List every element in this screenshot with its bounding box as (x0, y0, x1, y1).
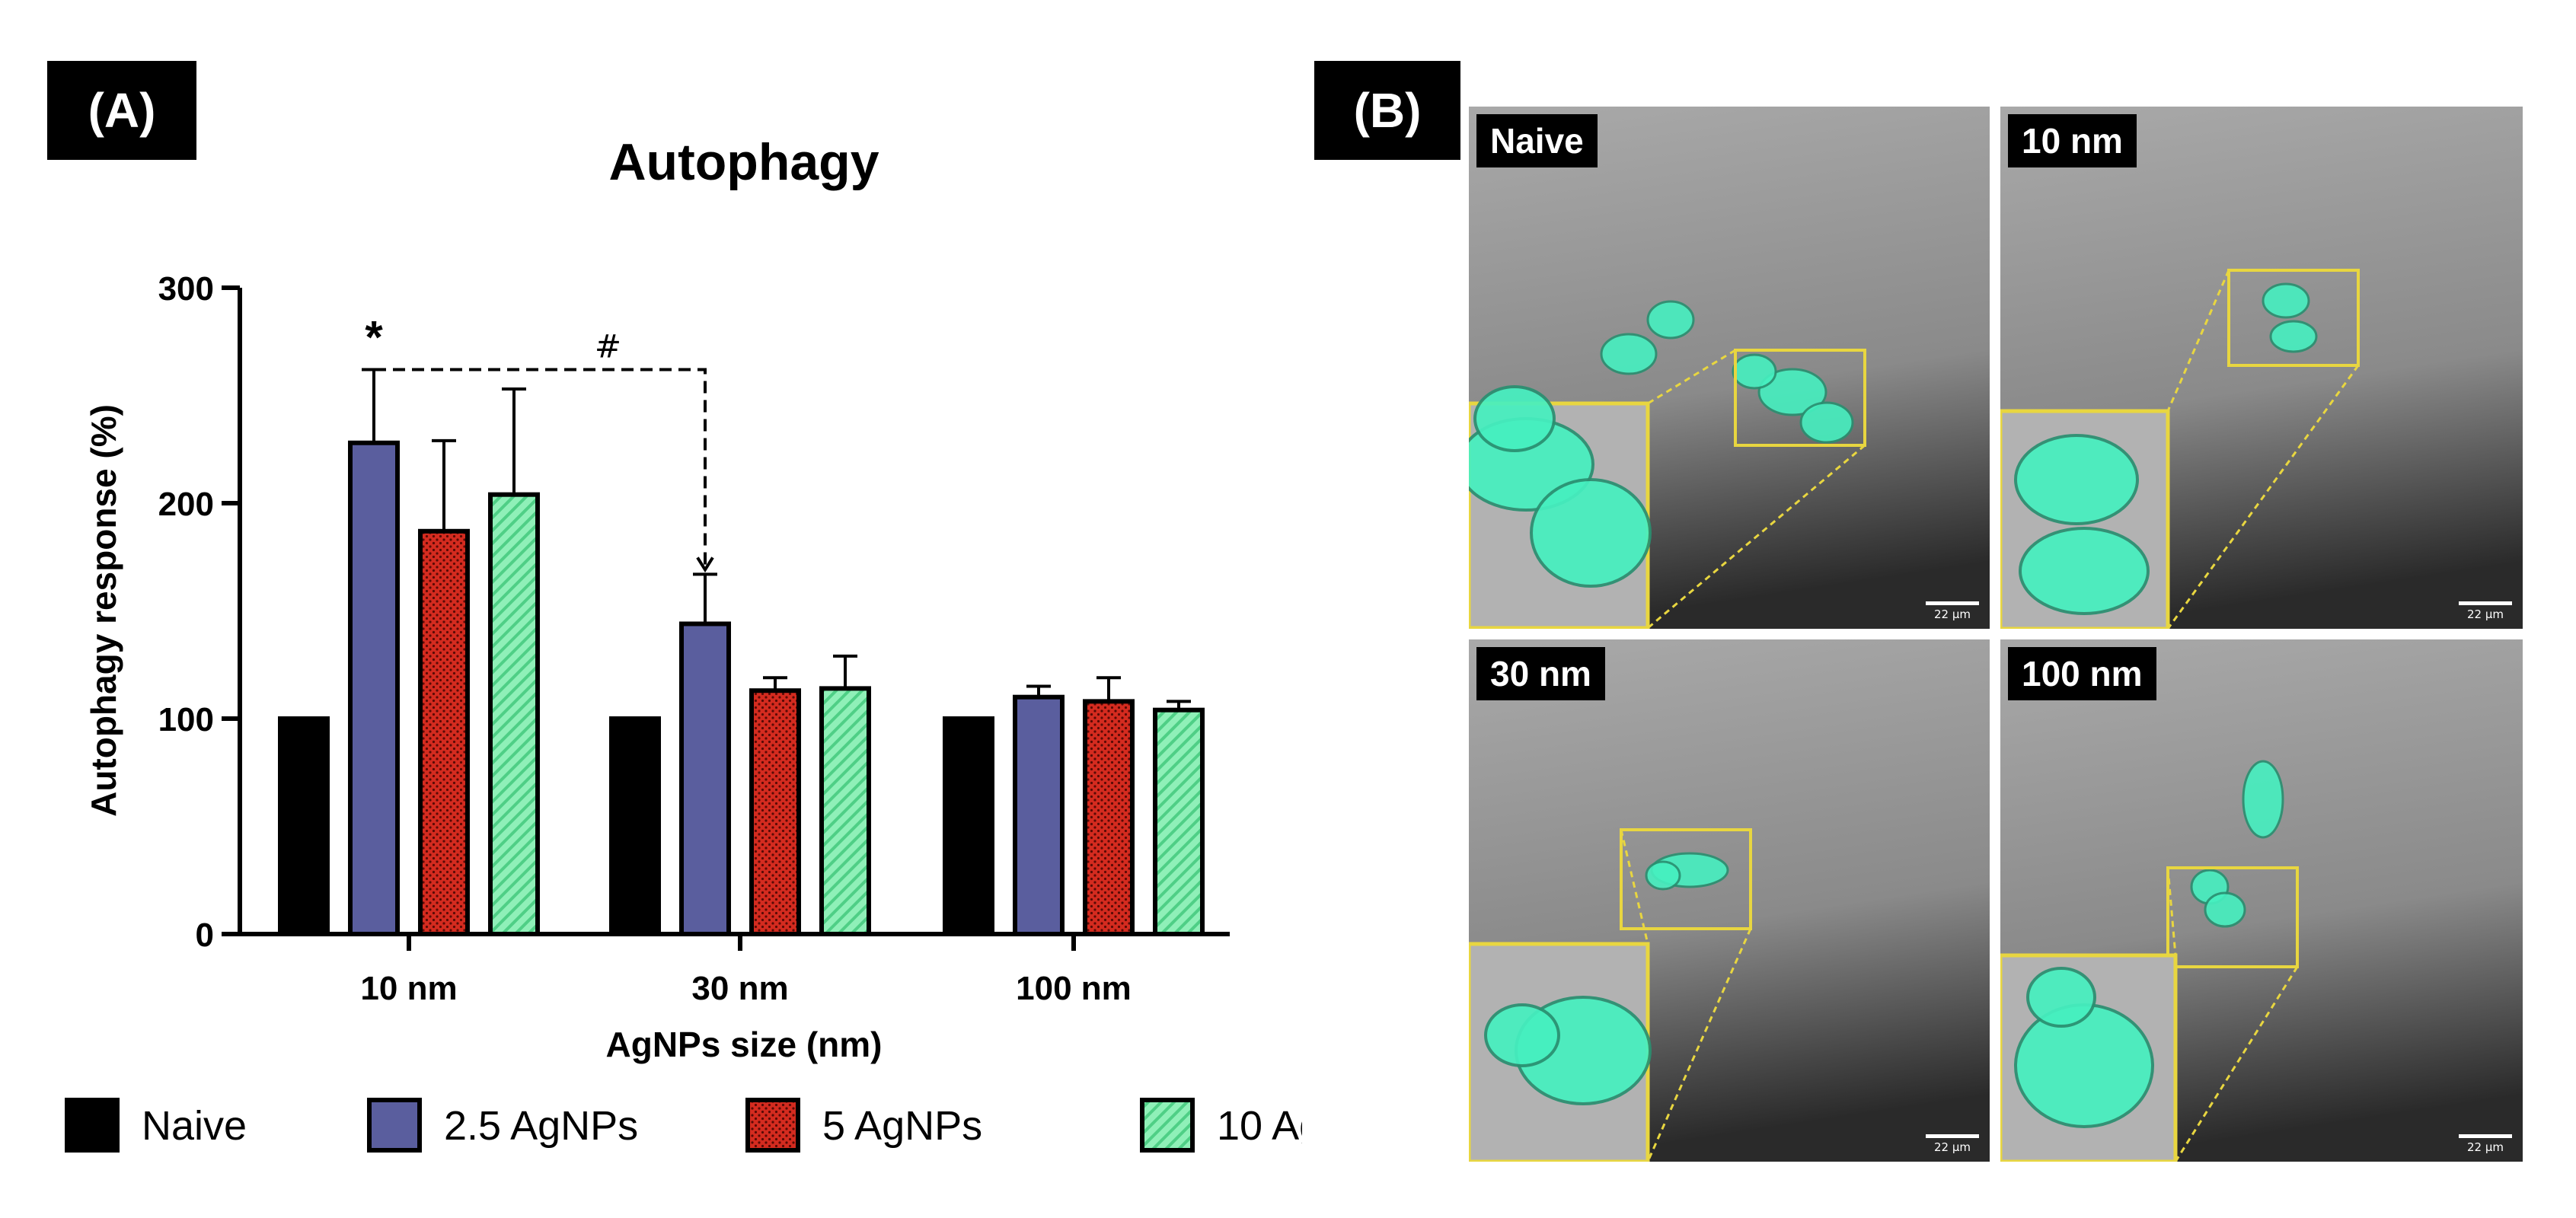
bar-1-1 (679, 621, 731, 936)
significance-star: * (365, 312, 383, 363)
zoom-box (2227, 269, 2360, 367)
scale-bar: 22 µm (2459, 601, 2512, 621)
x-tick-label: 30 nm (691, 970, 788, 1007)
cell (2262, 282, 2310, 319)
zoom-guide (2166, 365, 2360, 629)
y-tick-label: 200 (158, 486, 214, 523)
legend-label: 2.5 AgNPs (444, 1103, 638, 1149)
cell (1645, 860, 1681, 891)
zoom-box (1620, 828, 1752, 930)
scale-bar-text: 22 µm (2466, 1140, 2504, 1154)
inset-cell (1484, 1003, 1560, 1067)
micrograph-label: Naive (1476, 114, 1598, 167)
bar-2-2 (1083, 699, 1135, 936)
y-tick-label: 300 (158, 270, 214, 308)
micrograph-label: 10 nm (2008, 114, 2137, 167)
significance-bracket-arrow (696, 556, 714, 573)
micrograph-image (2000, 639, 2523, 1162)
scale-bar-text: 22 µm (1933, 1140, 1971, 1154)
legend-swatch (1140, 1098, 1195, 1153)
micrograph-image (1469, 639, 1990, 1162)
cell (1757, 368, 1827, 416)
bar-1-2 (1013, 694, 1065, 936)
scale-bar: 22 µm (1926, 1134, 1979, 1154)
scale-bar-line (1926, 1134, 1979, 1138)
y-tick-label: 0 (196, 917, 214, 954)
scale-bar-line (2459, 1134, 2512, 1138)
zoom-box (2166, 866, 2299, 968)
scale-bar-text: 22 µm (2466, 607, 2504, 621)
scale-bar-line (1926, 601, 1979, 605)
x-axis-label: AgNPs size (nm) (606, 1025, 883, 1064)
legend-swatch (745, 1098, 800, 1153)
micrograph-label: 30 nm (1476, 647, 1605, 700)
legend-label: Naive (142, 1103, 247, 1149)
legend-swatch (65, 1098, 120, 1153)
inset-cell (2026, 967, 2096, 1028)
bar-2-1 (749, 688, 801, 937)
significance-bracket (374, 368, 707, 570)
zoom-guide (2166, 269, 2230, 412)
inset-cell (1473, 385, 1556, 452)
legend-label: 10 AgNPs (1217, 1103, 1302, 1149)
legend-swatch (367, 1098, 422, 1153)
bar-0-1 (609, 716, 661, 936)
cell (1732, 353, 1777, 390)
zoom-guide (1647, 444, 1866, 629)
scale-bar-text: 22 µm (1933, 607, 1971, 621)
cell (1600, 333, 1658, 375)
significance-hash: # (595, 328, 621, 365)
zoom-guide (1620, 829, 1649, 945)
bar-3-0 (488, 492, 540, 936)
zoom-guide (1647, 349, 1736, 405)
micrograph-image (1469, 107, 1990, 629)
bar-0-2 (943, 716, 994, 936)
inset-cell (1530, 478, 1652, 588)
micrograph-3: 100 nm 22 µm (2000, 639, 2523, 1162)
inset-cell (2014, 1003, 2154, 1128)
cell (1646, 300, 1695, 340)
micrograph-0: Naive 22 µm (1469, 107, 1990, 629)
micrograph-label: 100 nm (2008, 647, 2156, 700)
micrograph-image (2000, 107, 2523, 629)
x-tick-label: 10 nm (360, 970, 457, 1007)
chart-title: Autophagy (608, 133, 879, 191)
cell (2242, 760, 2284, 839)
micrograph-2: 30 nm 22 µm (1469, 639, 1990, 1162)
bar-1-0 (348, 440, 400, 936)
scale-bar-line (2459, 601, 2512, 605)
autophagy-bar-chart: Autophagy Autophagy response (%) AgNPs s… (65, 133, 1302, 1153)
zoom-box (1734, 349, 1866, 447)
legend-label: 5 AgNPs (822, 1103, 982, 1149)
bar-2-0 (418, 528, 470, 936)
y-tick-label: 100 (158, 701, 214, 738)
cell (2269, 320, 2318, 353)
scale-bar: 22 µm (2459, 1134, 2512, 1154)
panel-a-tag: (A) (47, 61, 196, 160)
bar-3-2 (1153, 707, 1205, 936)
cell (2204, 891, 2246, 928)
inset-cell (2019, 527, 2150, 615)
bar-3-1 (819, 686, 871, 936)
scale-bar: 22 µm (1926, 601, 1979, 621)
micrograph-1: 10 nm 22 µm (2000, 107, 2523, 629)
x-tick-label: 100 nm (1016, 970, 1132, 1007)
y-axis-label: Autophagy response (%) (84, 404, 123, 817)
cell (1799, 401, 1854, 444)
panel-b-tag: (B) (1314, 61, 1460, 160)
inset-cell (2014, 434, 2139, 525)
bar-0-0 (278, 716, 330, 936)
